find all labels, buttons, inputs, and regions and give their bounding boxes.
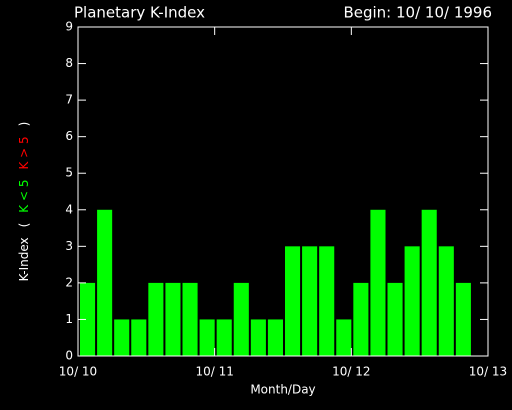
plot-frame [77,26,489,357]
bar [285,246,301,356]
y-axis-label-part: K > 5 [17,136,31,169]
bar [421,209,437,356]
x-tick-label: 10/ 12 [332,365,370,379]
bar [165,282,181,356]
bar [97,209,113,356]
bar [370,209,386,356]
y-axis-label-part: ( [17,223,31,228]
x-axis-label: Month/Day [250,383,315,397]
bar [302,246,318,356]
x-tick-label: 10/ 10 [59,365,97,379]
bar [182,282,198,356]
y-tick-label: 4 [65,202,73,216]
chart-subtitle: Begin: 10/ 10/ 1996 [343,4,492,22]
bar [336,319,352,356]
y-tick-label: 3 [65,239,73,253]
y-axis-label: K-Index ( K < 5 K > 5) [17,122,31,282]
bar [319,246,335,356]
x-tick-label: 10/ 11 [195,365,233,379]
bar [233,282,249,356]
y-axis-label-part: K-Index [17,237,31,281]
y-tick-label: 6 [65,129,73,143]
y-tick-label: 9 [65,20,73,34]
bar [455,282,471,356]
bar [387,282,403,356]
x-tick-label: 10/ 13 [469,365,507,379]
bar [404,246,420,356]
bar [131,319,147,356]
bar [267,319,283,356]
y-tick-label: 2 [65,275,73,289]
y-axis-label-part: K < 5 [17,180,31,213]
bar [216,319,232,356]
y-tick-label: 1 [65,312,73,326]
chart-title: Planetary K-Index [74,4,205,22]
y-axis-label-part: ) [17,122,31,127]
bar [114,319,130,356]
y-tick-label: 5 [65,166,73,180]
bar [148,282,164,356]
y-tick-label: 0 [65,349,73,363]
y-tick-label: 8 [65,56,73,70]
y-tick-label: 7 [65,93,73,107]
bar [353,282,369,356]
bar [438,246,454,356]
bar [80,282,96,356]
bar [199,319,215,356]
bar [250,319,266,356]
